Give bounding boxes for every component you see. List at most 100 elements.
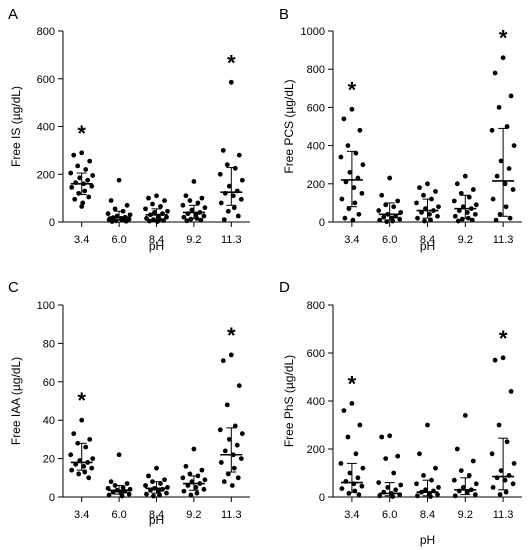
data-point	[398, 482, 404, 488]
series-group-6.0	[105, 452, 133, 499]
x-axis-title: pH	[149, 513, 164, 527]
data-point	[494, 173, 500, 179]
data-point	[349, 106, 355, 112]
data-point	[90, 456, 96, 461]
data-point	[421, 473, 426, 478]
series-group-8.4	[414, 422, 441, 499]
data-point	[338, 154, 344, 160]
data-point	[473, 481, 479, 487]
data-point	[183, 193, 189, 199]
data-point	[85, 177, 91, 183]
x-tick-label: 11.3	[221, 509, 242, 521]
data-point	[224, 402, 230, 408]
data-point	[191, 179, 197, 184]
series-group-8.4	[414, 181, 441, 224]
data-point	[120, 485, 126, 490]
data-point	[472, 211, 478, 217]
series-group-9.2	[180, 179, 208, 224]
data-point	[510, 187, 516, 192]
series-group-6.0	[376, 433, 404, 499]
series-group-3.4: *	[68, 121, 96, 209]
data-point	[511, 143, 517, 149]
data-point	[390, 494, 396, 499]
data-point	[391, 204, 397, 210]
data-point	[234, 442, 240, 448]
data-point	[222, 448, 228, 454]
data-point	[218, 200, 224, 206]
data-point	[502, 477, 508, 483]
data-point	[152, 210, 157, 215]
data-point	[116, 177, 122, 183]
x-tick-label: 8.4	[149, 234, 164, 246]
data-point	[77, 175, 83, 181]
data-point	[147, 218, 152, 224]
data-point	[498, 468, 504, 473]
data-point	[503, 489, 509, 495]
data-point	[112, 206, 118, 212]
x-tick-label: 11.3	[221, 234, 242, 246]
data-point	[387, 433, 393, 439]
series-group-6.0	[376, 175, 404, 225]
data-point	[157, 492, 162, 498]
data-point	[415, 493, 420, 499]
data-point	[187, 471, 193, 477]
data-point	[162, 198, 167, 203]
y-tick-label: 20	[43, 454, 55, 466]
data-point	[339, 196, 345, 202]
data-point	[89, 465, 95, 471]
x-tick-label: 8.4	[149, 509, 164, 521]
panel-label: B	[279, 6, 289, 23]
x-axis-title: pH	[420, 533, 435, 547]
y-tick-label: 200	[37, 169, 55, 181]
data-point	[507, 215, 513, 221]
data-point	[500, 55, 506, 61]
data-point	[415, 215, 420, 221]
chart-panel-b: B 0 200 400 600 800 1000 3.4 6.0 8.4 9.2 11.3 pH Free…	[279, 6, 522, 253]
data-point	[433, 465, 438, 471]
data-point	[83, 444, 89, 450]
y-tick-label: 600	[307, 348, 325, 360]
data-point	[497, 211, 503, 217]
data-point	[341, 116, 347, 122]
data-point	[359, 190, 365, 196]
data-point	[193, 485, 199, 490]
data-point	[231, 465, 237, 471]
data-point	[360, 465, 366, 471]
series-group-9.2	[451, 173, 479, 224]
data-point	[349, 401, 355, 406]
data-point	[86, 194, 92, 200]
data-point	[428, 494, 433, 499]
data-point	[230, 193, 236, 199]
data-point	[352, 200, 358, 206]
data-point	[181, 488, 187, 494]
data-point	[143, 206, 148, 212]
data-point	[199, 467, 205, 473]
data-point	[492, 70, 498, 76]
data-point	[108, 198, 114, 203]
data-point	[228, 352, 234, 358]
data-point	[347, 470, 353, 476]
data-point	[72, 196, 78, 202]
data-point	[357, 422, 363, 428]
data-point	[395, 198, 401, 204]
data-point	[347, 169, 353, 175]
data-point	[345, 434, 351, 440]
data-point	[339, 486, 345, 491]
data-point	[232, 423, 238, 429]
data-point	[433, 189, 438, 194]
data-point	[466, 194, 472, 200]
data-point	[417, 185, 422, 191]
data-point	[69, 467, 75, 473]
data-point	[472, 492, 478, 497]
data-point	[428, 217, 433, 223]
data-point	[79, 150, 85, 156]
x-tick-label: 8.4	[420, 509, 435, 521]
series-group-8.4	[143, 193, 170, 224]
data-point	[470, 187, 476, 192]
data-point	[113, 218, 119, 224]
significance-marker: *	[227, 50, 236, 75]
data-point	[436, 204, 441, 210]
data-point	[146, 195, 151, 201]
data-point	[226, 437, 232, 442]
